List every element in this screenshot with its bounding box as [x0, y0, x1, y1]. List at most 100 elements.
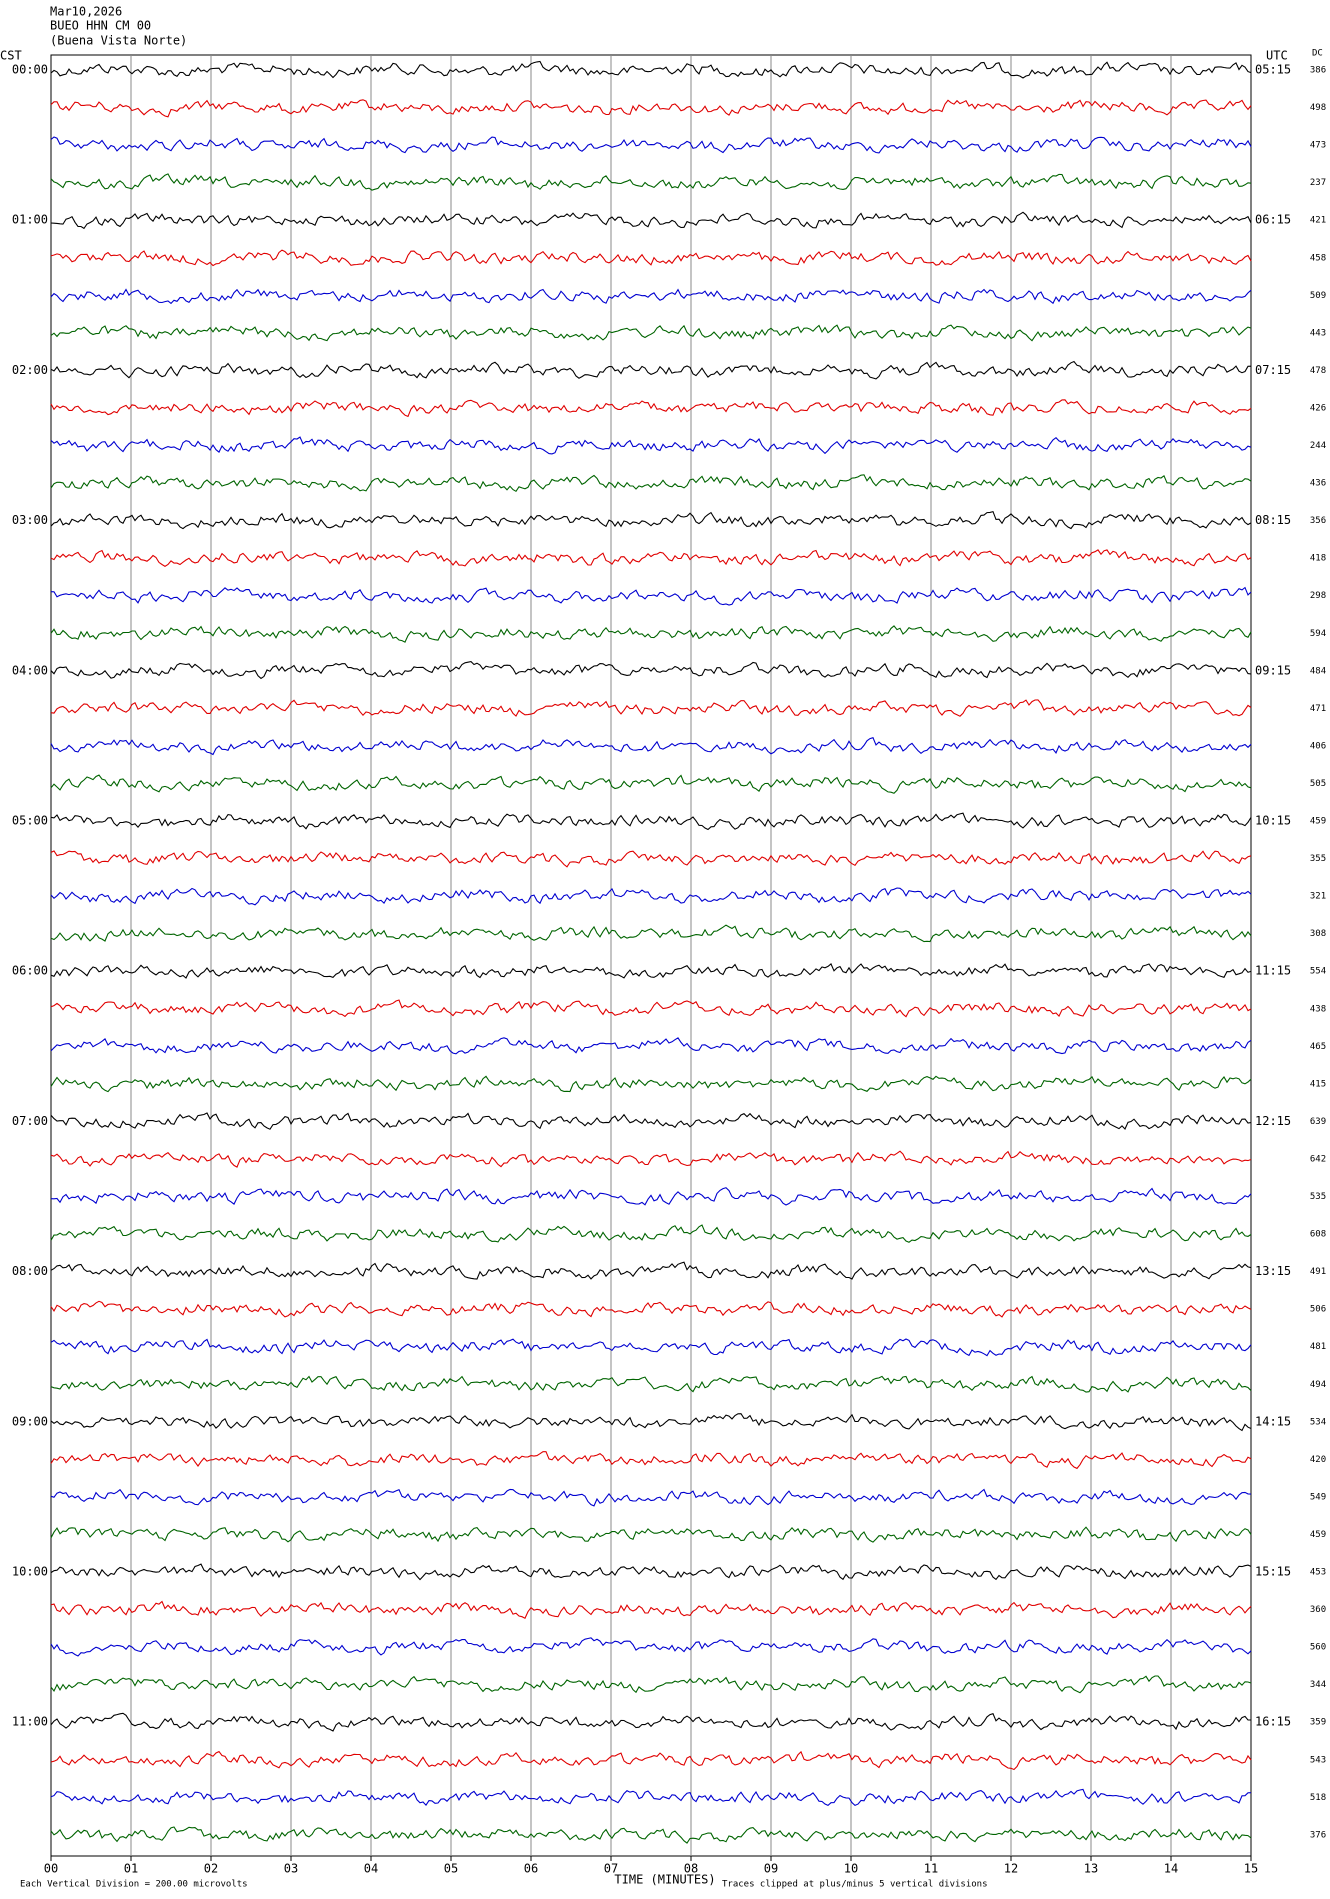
- clip-note: Traces clipped at plus/minus 5 vertical …: [722, 1880, 988, 1890]
- dc-label: DC: [1312, 49, 1323, 59]
- cst-time: 08:00: [12, 1264, 48, 1278]
- x-tick-label: 08: [684, 1862, 698, 1876]
- cst-time: 03:00: [12, 513, 48, 527]
- seismic-trace: [50, 1075, 1252, 1093]
- seismic-trace: [50, 1563, 1252, 1581]
- seismic-trace: [50, 1338, 1252, 1357]
- cst-time: 10:00: [12, 1565, 48, 1579]
- dc-value: 534: [1310, 1417, 1326, 1427]
- utc-label: UTC: [1266, 49, 1288, 63]
- dc-value: 639: [1310, 1117, 1326, 1127]
- seismic-trace: [50, 1488, 1252, 1507]
- seismic-trace: [50, 510, 1252, 530]
- seismic-trace: [50, 1600, 1252, 1619]
- seismic-trace: [50, 211, 1252, 230]
- dc-value: 465: [1310, 1042, 1326, 1052]
- x-tick-label: 10: [844, 1862, 858, 1876]
- utc-time: 12:15: [1255, 1114, 1291, 1128]
- dc-value: 471: [1310, 704, 1326, 714]
- x-tick-label: 07: [604, 1862, 618, 1876]
- utc-time: 16:15: [1255, 1715, 1291, 1729]
- seismic-trace: [50, 1788, 1252, 1807]
- dc-value: 244: [1310, 441, 1326, 451]
- dc-value: 481: [1310, 1342, 1326, 1352]
- dc-value: 608: [1310, 1230, 1326, 1240]
- station: BUEO HHN CM 00: [50, 19, 151, 33]
- utc-time: 11:15: [1255, 964, 1291, 978]
- x-tick-label: 01: [124, 1862, 138, 1876]
- x-tick-label: 05: [444, 1862, 458, 1876]
- utc-time: 13:15: [1255, 1264, 1291, 1278]
- dc-value: 453: [1310, 1568, 1326, 1578]
- x-tick-label: 12: [1004, 1862, 1018, 1876]
- date: Mar10,2026: [50, 5, 122, 19]
- utc-time: 09:15: [1255, 663, 1291, 677]
- seismic-trace: [50, 999, 1252, 1018]
- cst-time: 04:00: [12, 663, 48, 677]
- seismic-trace: [50, 625, 1252, 643]
- dc-value: 298: [1310, 591, 1326, 601]
- x-tick-label: 09: [764, 1862, 778, 1876]
- seismic-trace: [50, 699, 1252, 717]
- seismic-trace: [50, 774, 1252, 794]
- dc-value: 491: [1310, 1267, 1326, 1277]
- seismic-trace: [50, 1750, 1252, 1771]
- seismic-trace: [50, 549, 1252, 567]
- seismic-trace: [50, 963, 1252, 979]
- dc-value: 308: [1310, 929, 1326, 939]
- dc-value: 376: [1310, 1830, 1326, 1840]
- seismic-trace: [50, 737, 1252, 756]
- dc-value: 436: [1310, 479, 1326, 489]
- seismic-trace: [50, 60, 1252, 79]
- dc-value: 535: [1310, 1192, 1326, 1202]
- dc-value: 509: [1310, 291, 1326, 301]
- seismic-trace: [50, 1112, 1252, 1130]
- seismic-trace: [50, 1451, 1252, 1470]
- seismic-trace: [50, 586, 1252, 606]
- seismic-trace: [50, 1224, 1252, 1243]
- dc-value: 484: [1310, 666, 1326, 676]
- cst-time: 00:00: [12, 63, 48, 77]
- seismic-trace: [50, 324, 1252, 342]
- dc-value: 554: [1310, 967, 1326, 977]
- utc-time: 07:15: [1255, 363, 1291, 377]
- dc-value: 355: [1310, 854, 1326, 864]
- seismic-trace: [50, 399, 1252, 418]
- dc-value: 506: [1310, 1305, 1326, 1315]
- x-tick-label: 06: [524, 1862, 538, 1876]
- utc-time: 14:15: [1255, 1414, 1291, 1428]
- seismic-trace: [50, 887, 1252, 906]
- seismic-trace: [50, 850, 1252, 868]
- seismic-trace: [50, 173, 1252, 191]
- dc-value: 360: [1310, 1605, 1326, 1615]
- dc-value: 458: [1310, 253, 1326, 263]
- dc-value: 505: [1310, 779, 1326, 789]
- x-axis-label: TIME (MINUTES): [614, 1873, 715, 1887]
- seismic-trace: [50, 360, 1252, 380]
- seismic-trace: [50, 1413, 1252, 1432]
- x-tick-label: 00: [44, 1862, 58, 1876]
- cst-time: 05:00: [12, 814, 48, 828]
- x-tick-label: 03: [284, 1862, 298, 1876]
- cst-time: 11:00: [12, 1715, 48, 1729]
- dc-value: 359: [1310, 1718, 1326, 1728]
- dc-value: 321: [1310, 892, 1326, 902]
- dc-value: 418: [1310, 554, 1326, 564]
- x-tick-label: 11: [924, 1862, 938, 1876]
- utc-time: 06:15: [1255, 213, 1291, 227]
- dc-value: 237: [1310, 178, 1326, 188]
- seismic-trace: [50, 1261, 1252, 1280]
- cst-time: 02:00: [12, 363, 48, 377]
- seismic-trace: [50, 99, 1252, 118]
- seismic-trace: [50, 136, 1252, 154]
- utc-time: 15:15: [1255, 1565, 1291, 1579]
- utc-time: 10:15: [1255, 814, 1291, 828]
- seismic-trace: [50, 661, 1252, 680]
- seismic-trace: [50, 288, 1252, 305]
- seismic-trace: [50, 924, 1252, 943]
- x-tick-label: 14: [1164, 1862, 1178, 1876]
- seismic-trace: [50, 1675, 1252, 1694]
- dc-value: 560: [1310, 1643, 1326, 1653]
- seismic-trace: [50, 474, 1252, 493]
